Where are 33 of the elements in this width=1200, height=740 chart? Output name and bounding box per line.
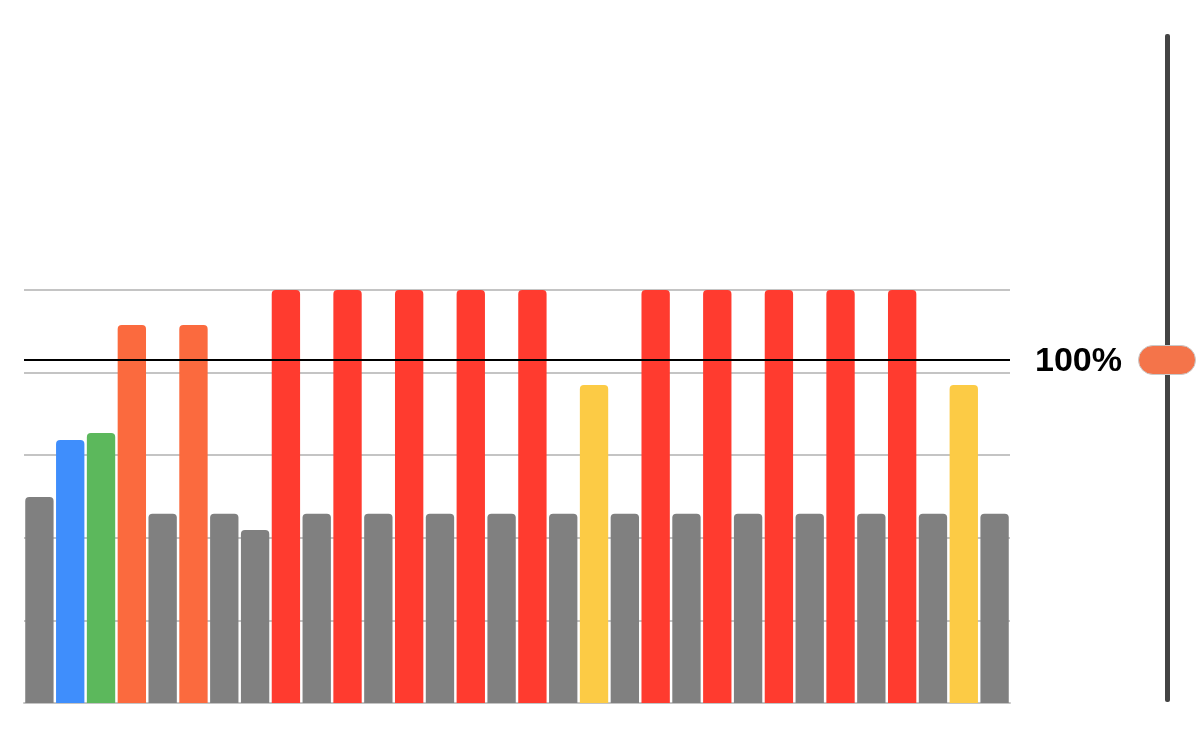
bar (857, 513, 886, 703)
bar (918, 513, 948, 703)
bar (25, 496, 54, 703)
bar (549, 513, 578, 703)
bar (826, 290, 855, 703)
bar (394, 290, 424, 703)
bar (733, 513, 763, 703)
bar (240, 529, 270, 703)
bar (980, 513, 1009, 703)
bar (364, 513, 393, 703)
bar (56, 439, 85, 703)
bar (672, 513, 701, 703)
bar (887, 290, 917, 703)
bar (795, 513, 824, 703)
bar (949, 384, 978, 703)
bar (302, 513, 331, 703)
bar (148, 513, 177, 703)
bar (610, 513, 640, 703)
bar (487, 513, 516, 703)
bar (641, 290, 670, 703)
text: 100% (1035, 340, 1123, 379)
bar (518, 290, 547, 703)
bar (456, 290, 485, 703)
bar (179, 325, 208, 703)
bar (271, 290, 301, 703)
bar (86, 432, 116, 703)
bar (117, 325, 147, 703)
bar (333, 290, 362, 703)
bar (425, 513, 455, 703)
bar (210, 513, 239, 703)
bar (703, 290, 732, 703)
bar (764, 290, 794, 703)
bar (579, 384, 609, 703)
